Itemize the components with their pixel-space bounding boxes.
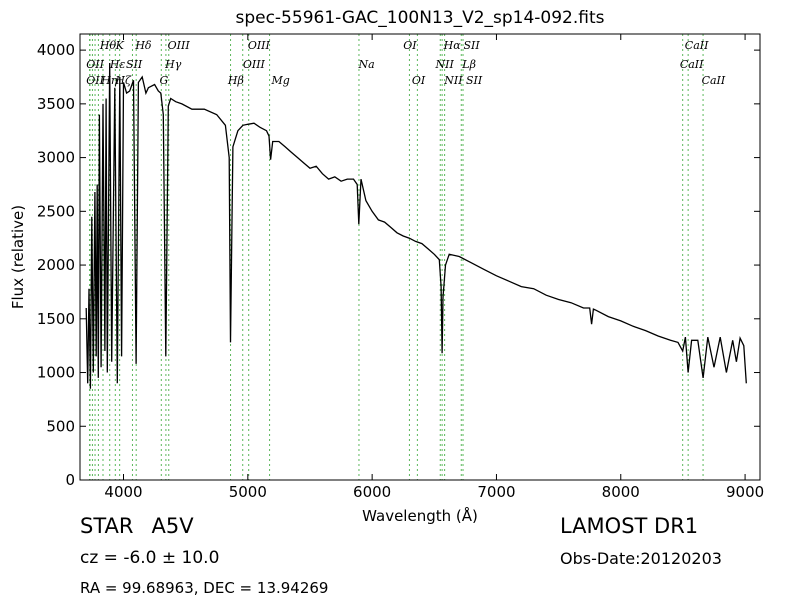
y-axis-label: Flux (relative) — [9, 205, 27, 309]
redshift-info: cz = -6.0 ± 10.0 — [80, 548, 220, 568]
line-label-18: OII — [86, 74, 104, 87]
line-label-8: CaII — [685, 39, 709, 52]
object-type: STAR — [80, 514, 134, 538]
object-classification: STAR A5V — [80, 514, 194, 538]
x-tick-label: 8000 — [602, 483, 640, 501]
x-tick-label: 5000 — [229, 483, 267, 501]
y-tick-label: 2500 — [37, 202, 75, 220]
coordinates: RA = 99.68963, DEC = 13.94269 — [80, 579, 329, 597]
object-subclass: A5V — [151, 514, 194, 538]
line-label-1: K — [115, 39, 125, 52]
line-label-26: SII — [466, 74, 483, 87]
x-tick-label: 4000 — [104, 483, 142, 501]
line-label-22: Hβ — [227, 74, 244, 87]
line-label-17: CaII — [680, 58, 704, 71]
y-tick-label: 3500 — [37, 95, 75, 113]
line-label-21: G — [160, 74, 169, 87]
line-label-10: Hε — [109, 58, 126, 71]
line-label-20: Hζ — [114, 74, 132, 87]
y-tick-label: 2000 — [37, 256, 75, 274]
line-label-15: NII — [435, 58, 455, 71]
line-label-23: Mg — [270, 74, 289, 87]
y-tick-label: 0 — [65, 471, 75, 489]
line-label-3: OIII — [168, 39, 191, 52]
line-label-6: Hα — [443, 39, 462, 52]
line-label-14: Na — [357, 58, 374, 71]
line-label-16: Lβ — [461, 58, 476, 71]
y-tick-label: 1000 — [37, 364, 75, 382]
line-label-12: Hγ — [164, 58, 182, 71]
line-label-25: NII — [443, 74, 463, 87]
line-label-0: Hθ — [99, 39, 117, 52]
line-label-9: OII — [86, 58, 104, 71]
line-label-2: Hδ — [134, 39, 152, 52]
spectrum-line — [85, 62, 747, 389]
x-tick-label: 7000 — [477, 483, 515, 501]
y-tick-label: 1500 — [37, 310, 75, 328]
line-label-4: OIII — [248, 39, 271, 52]
line-label-27: CaII — [702, 74, 726, 87]
chart-title: spec-55961-GAC_100N13_V2_sp14-092.fits — [235, 8, 604, 28]
line-label-11: SII — [126, 58, 143, 71]
x-tick-label: 6000 — [353, 483, 391, 501]
plot-frame — [79, 33, 761, 481]
line-label-7: SII — [464, 39, 481, 52]
line-label-24: OI — [412, 74, 426, 87]
y-tick-label: 4000 — [37, 41, 75, 59]
x-tick-label: 9000 — [726, 483, 764, 501]
y-tick-label: 3000 — [37, 149, 75, 167]
line-label-5: OI — [403, 39, 417, 52]
y-tick-label: 500 — [46, 417, 75, 435]
observation-date: Obs-Date:20120203 — [560, 549, 722, 568]
line-label-13: OIII — [243, 58, 266, 71]
x-axis-label: Wavelength (Å) — [362, 506, 478, 525]
survey-name: LAMOST DR1 — [560, 514, 699, 538]
